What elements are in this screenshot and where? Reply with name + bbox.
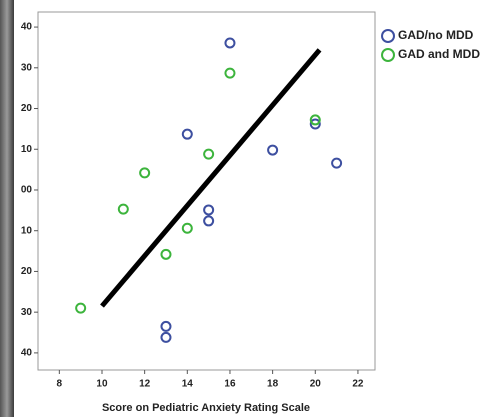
y-tick-label: 00 <box>21 185 33 196</box>
point <box>75 302 87 314</box>
y-tick-label: 10 <box>21 144 33 155</box>
y-tick-label: 10 <box>21 225 33 236</box>
plot-area <box>37 11 376 371</box>
y-tick-label: 40 <box>21 348 33 359</box>
y-tick-label: 20 <box>21 103 33 114</box>
y-tick-label: 20 <box>21 266 33 277</box>
x-tick-label: 14 <box>182 379 194 390</box>
legend-label: GAD/no MDD <box>398 28 474 42</box>
point <box>309 114 321 126</box>
point <box>203 204 215 216</box>
x-tick-label: 8 <box>57 379 63 390</box>
point <box>160 331 172 343</box>
fit-line <box>100 48 322 308</box>
x-tick-label: 10 <box>96 379 108 390</box>
point <box>181 222 193 234</box>
point <box>203 148 215 160</box>
point <box>309 118 321 130</box>
x-tick-label: 18 <box>267 379 279 390</box>
point <box>267 144 279 156</box>
legend-label: GAD and MDD <box>398 47 480 61</box>
x-tick-label: 20 <box>310 379 322 390</box>
legend-marker <box>381 29 395 43</box>
y-tick-label: 30 <box>21 307 33 318</box>
scan-strip <box>0 0 14 417</box>
x-axis-title: Score on Pediatric Anxiety Rating Scale <box>102 402 310 414</box>
point <box>139 167 151 179</box>
point <box>331 157 343 169</box>
point <box>224 67 236 79</box>
x-tick-label: 12 <box>139 379 151 390</box>
point <box>160 320 172 332</box>
x-tick-label: 16 <box>224 379 236 390</box>
point <box>181 128 193 140</box>
point <box>224 37 236 49</box>
point <box>160 248 172 260</box>
point <box>117 203 129 215</box>
x-tick-label: 22 <box>352 379 364 390</box>
point <box>203 215 215 227</box>
legend-marker <box>381 48 395 62</box>
y-tick-label: 40 <box>21 22 33 33</box>
y-tick-label: 30 <box>21 62 33 73</box>
